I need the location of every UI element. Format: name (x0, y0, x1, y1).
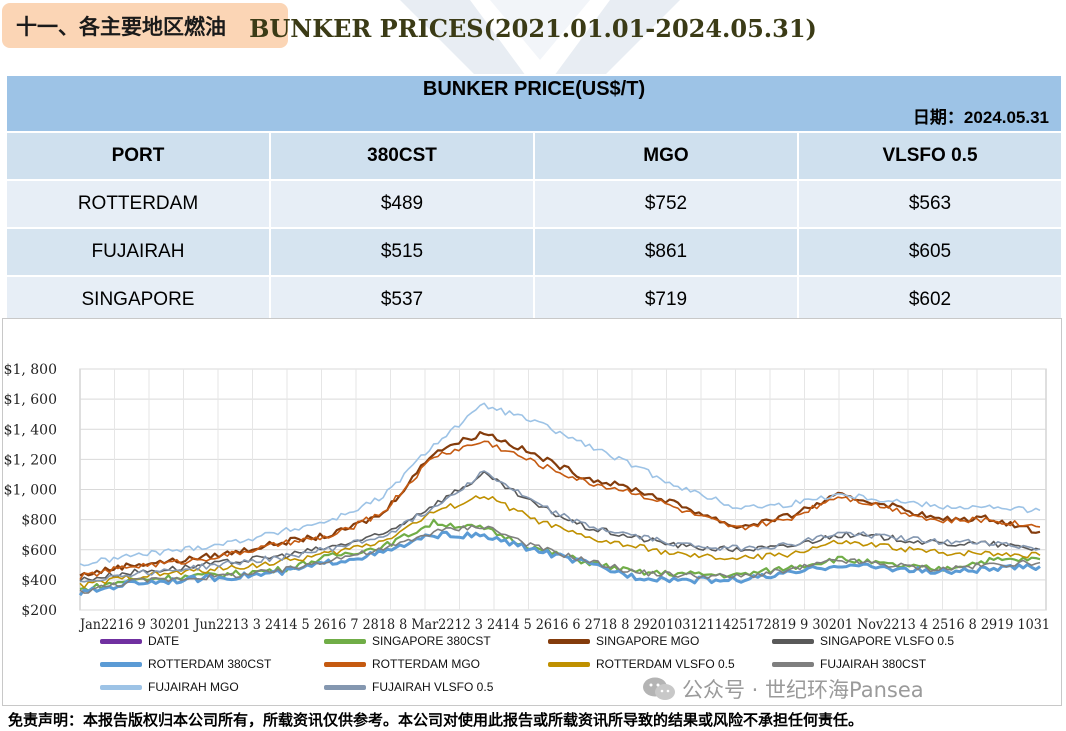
header-port: PORT (5, 131, 271, 181)
header-mgo: MGO (533, 131, 799, 181)
price-cell: $752 (533, 179, 799, 229)
legend-item: FUJAIRAH MGO (100, 680, 239, 694)
price-cell: $563 (797, 179, 1063, 229)
bunker-price-chart: $200 $400 $600 $800 $1, 000 $1, 200 $1, 400 $1,… (4, 362, 1050, 633)
chart-title: BUNKER PRICES(2021.01.01-2024.05.31) (249, 14, 817, 43)
legend-label: ROTTERDAM VLSFO 0.5 (596, 657, 735, 671)
chart-frame (2, 318, 1062, 706)
legend-swatch (772, 661, 814, 667)
header-380cst: 380CST (269, 131, 535, 181)
port-cell: ROTTERDAM (5, 179, 271, 229)
legend-item: SINGAPORE 380CST (324, 634, 491, 648)
header-vlsfo: VLSFO 0.5 (797, 131, 1063, 181)
legend-swatch (324, 684, 366, 690)
price-cell: $515 (269, 227, 535, 277)
legend-item: ROTTERDAM VLSFO 0.5 (548, 657, 735, 671)
legend-label: FUJAIRAH VLSFO 0.5 (372, 680, 494, 694)
section-title: 十一、各主要地区燃油 (2, 3, 288, 48)
table-row: ROTTERDAM $489 $752 $563 (5, 179, 1063, 229)
series-line-fujairah-380cst (79, 524, 1041, 594)
x-tick-labels: Jan2216 9 30201 Jun2213 3 2414 5 2616 7 … (78, 617, 1050, 633)
price-cell: $605 (797, 227, 1063, 277)
series-line-rotterdam-vlsfo-0-5 (79, 495, 1041, 589)
legend-swatch (100, 661, 142, 667)
legend-item: ROTTERDAM 380CST (100, 657, 271, 671)
price-cell: $861 (533, 227, 799, 277)
legend-label: FUJAIRAH 380CST (820, 657, 927, 671)
wechat-watermark: 公众号 · 世纪环海Pansea (642, 674, 924, 704)
legend-item: SINGAPORE MGO (548, 634, 699, 648)
legend-item: ROTTERDAM MGO (324, 657, 480, 671)
legend-label: SINGAPORE MGO (596, 634, 700, 648)
legend-item: FUJAIRAH VLSFO 0.5 (324, 680, 493, 694)
series-line-singapore-mgo (79, 431, 1041, 577)
legend-item: DATE (100, 634, 179, 648)
price-cell: $489 (269, 179, 535, 229)
y-tick-label: $1, 200 (4, 452, 57, 468)
legend-label: DATE (148, 634, 180, 648)
series-line-fujairah-mgo (79, 402, 1041, 567)
bunker-price-table: BUNKER PRICE(US$/T) 日期：2024.05.31 PORT 3… (5, 74, 1063, 325)
legend-swatch (548, 638, 590, 644)
legend-label: FUJAIRAH MGO (148, 680, 239, 694)
legend-swatch (548, 661, 590, 667)
table-row: SINGAPORE $537 $719 $602 (5, 275, 1063, 325)
port-cell: SINGAPORE (5, 275, 271, 325)
legend-swatch (324, 638, 366, 644)
legend-label: ROTTERDAM 380CST (148, 657, 272, 671)
table-title: BUNKER PRICE(US$/T) (422, 78, 646, 100)
legend-label: SINGAPORE 380CST (372, 634, 491, 648)
disclaimer: 免责声明：本报告版权归本公司所有，所载资讯仅供参考。本公司对使用此报告或所载资讯… (8, 711, 864, 729)
y-tick-label: $800 (21, 513, 57, 529)
table-date: 日期：2024.05.31 (912, 108, 1049, 127)
wechat-icon (643, 677, 675, 700)
price-cell: $719 (533, 275, 799, 325)
port-cell: FUJAIRAH (5, 227, 271, 277)
y-tick-label: $1, 800 (4, 362, 57, 378)
y-tick-label: $1, 600 (4, 392, 57, 408)
table-row: FUJAIRAH $515 $861 $605 (5, 227, 1063, 277)
price-cell: $602 (797, 275, 1063, 325)
table-title-row: BUNKER PRICE(US$/T) 日期：2024.05.31 (5, 74, 1063, 133)
table-header-row: PORT 380CST MGO VLSFO 0.5 (5, 131, 1063, 181)
legend-swatch (772, 638, 814, 644)
wechat-label: 公众号 · 世纪环海Pansea (682, 678, 924, 702)
y-tick-label: $1, 000 (4, 483, 57, 499)
series-line-fujairah-vlsfo-0-5 (79, 470, 1041, 583)
legend-swatch (100, 638, 142, 644)
y-tick-label: $200 (21, 603, 57, 619)
legend-swatch (324, 661, 366, 667)
table-title-cell: BUNKER PRICE(US$/T) 日期：2024.05.31 (5, 74, 1063, 133)
legend-item: SINGAPORE VLSFO 0.5 (772, 634, 954, 648)
chart-legend: DATE SINGAPORE 380CST SINGAPORE MGO SINGAPO… (100, 634, 1040, 702)
legend-label: ROTTERDAM MGO (372, 657, 480, 671)
y-tick-label: $400 (21, 573, 57, 589)
y-tick-label: $1, 400 (4, 422, 57, 438)
legend-item: FUJAIRAH 380CST (772, 657, 926, 671)
legend-label: SINGAPORE VLSFO 0.5 (820, 634, 955, 648)
series-line-rotterdam-mgo (79, 440, 1041, 580)
legend-swatch (100, 684, 142, 690)
y-tick-label: $600 (21, 543, 57, 559)
